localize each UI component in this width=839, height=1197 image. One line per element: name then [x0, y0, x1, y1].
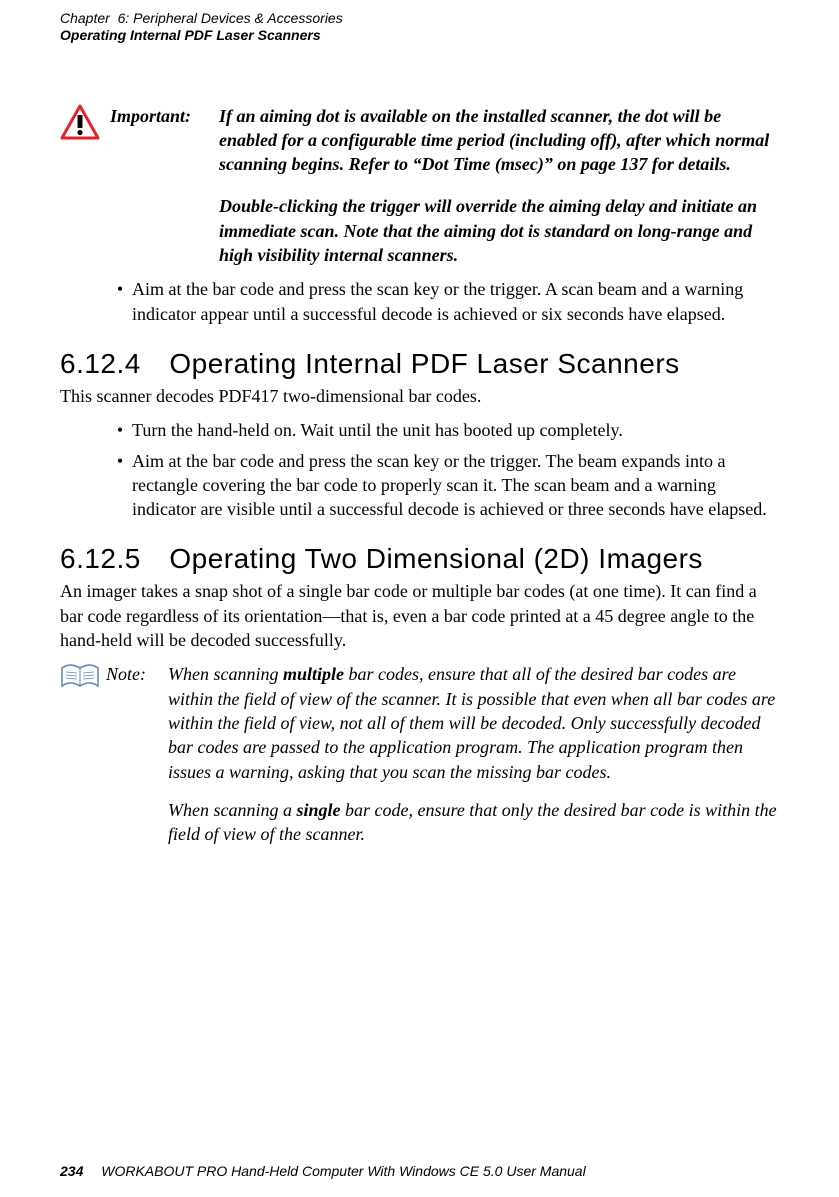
list-item: • Aim at the bar code and press the scan…	[108, 449, 779, 522]
chapter-line: Chapter 6: Peripheral Devices & Accessor…	[60, 10, 779, 27]
note-para-1: When scanning multiple bar codes, ensure…	[168, 662, 779, 783]
page: Chapter 6: Peripheral Devices & Accessor…	[0, 0, 839, 1197]
section-6-12-4-intro: This scanner decodes PDF417 two-dimensio…	[60, 384, 779, 408]
section-6-12-5-intro: An imager takes a snap shot of a single …	[60, 579, 779, 652]
list-item-text: Aim at the bar code and press the scan k…	[132, 449, 779, 522]
important-para-2: Double-clicking the trigger will overrid…	[219, 194, 779, 267]
bullet-icon: •	[108, 418, 132, 442]
note-p2-pre: When scanning a	[168, 800, 296, 820]
note-block: Note: When scanning multiple bar codes, …	[60, 662, 779, 846]
list-item-text: Turn the hand-held on. Wait until the un…	[132, 418, 779, 442]
bullet-icon: •	[108, 449, 132, 522]
note-para-2: When scanning a single bar code, ensure …	[168, 798, 779, 847]
page-number: 234	[60, 1163, 83, 1179]
running-header: Chapter 6: Peripheral Devices & Accessor…	[60, 0, 779, 44]
section-heading-6-12-4: 6.12.4 Operating Internal PDF Laser Scan…	[60, 348, 779, 380]
important-para-1: If an aiming dot is available on the ins…	[219, 104, 779, 177]
page-footer: 234 WORKABOUT PRO Hand-Held Computer Wit…	[60, 1163, 586, 1179]
note-p2-bold: single	[296, 800, 340, 820]
note-label: Note:	[106, 662, 146, 685]
list-item-text: Aim at the bar code and press the scan k…	[132, 277, 779, 326]
section-6-12-4-list: • Turn the hand-held on. Wait until the …	[108, 418, 779, 521]
warning-icon	[60, 104, 100, 140]
pre-section-list: • Aim at the bar code and press the scan…	[108, 277, 779, 326]
list-item: • Turn the hand-held on. Wait until the …	[108, 418, 779, 442]
bullet-icon: •	[108, 277, 132, 326]
note-p1-pre: When scanning	[168, 664, 283, 684]
section-line: Operating Internal PDF Laser Scanners	[60, 27, 779, 44]
note-p1-bold: multiple	[283, 664, 344, 684]
note-text: When scanning multiple bar codes, ensure…	[168, 662, 779, 846]
section-heading-6-12-5: 6.12.5 Operating Two Dimensional (2D) Im…	[60, 543, 779, 575]
important-label: Important:	[110, 104, 191, 127]
footer-title: WORKABOUT PRO Hand-Held Computer With Wi…	[101, 1163, 585, 1179]
important-block: Important: If an aiming dot is available…	[60, 104, 779, 268]
book-icon	[60, 662, 100, 690]
important-text: If an aiming dot is available on the ins…	[219, 104, 779, 268]
list-item: • Aim at the bar code and press the scan…	[108, 277, 779, 326]
